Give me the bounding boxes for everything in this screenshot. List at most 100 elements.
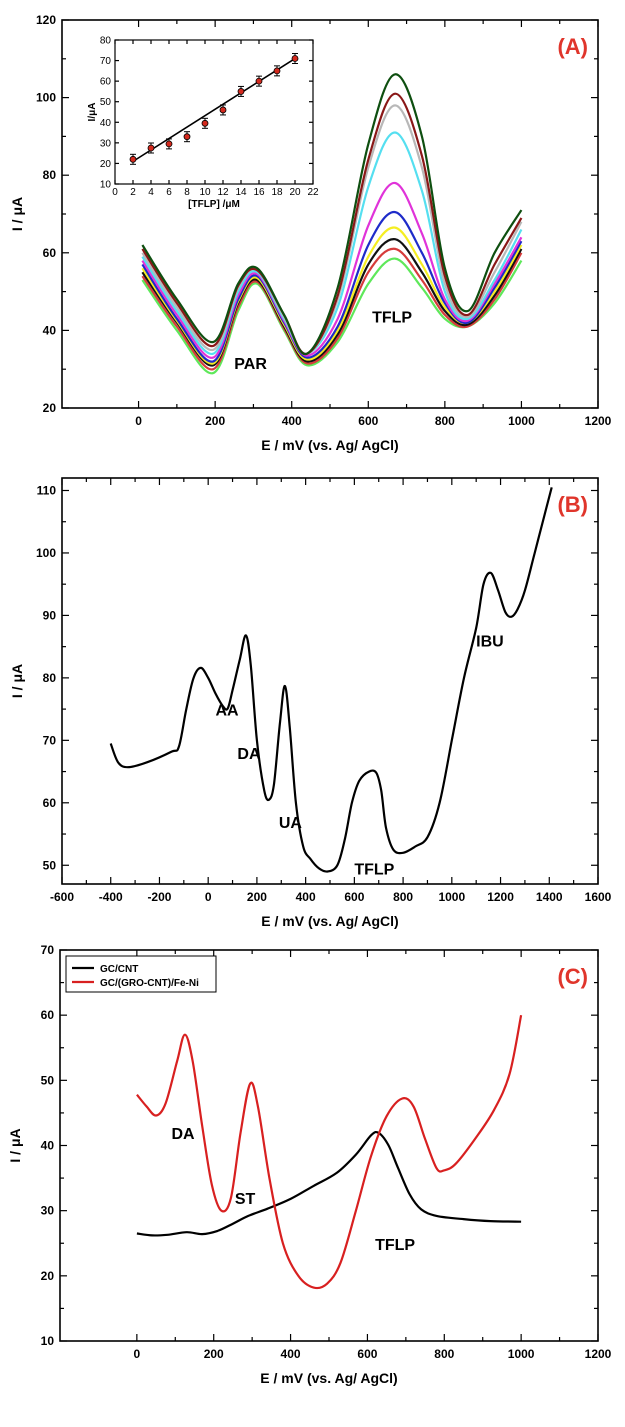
peak-annotation: PAR xyxy=(234,356,267,373)
chart-panel-c: 0 200 400 600 800 1000 1200 10 20 30 40 50 60 70 E / m… xyxy=(7,943,612,1386)
inset-y-tick-label: 70 xyxy=(100,56,112,67)
inset-y-tick-label: 10 xyxy=(100,180,112,191)
x-tick-label: -200 xyxy=(147,890,171,904)
inset-y-axis-label: I/μA xyxy=(87,103,98,122)
x-axis-label: E / mV (vs. Ag/ AgCl) xyxy=(260,1370,397,1386)
y-axis-label: I / μA xyxy=(9,197,25,231)
inset-y-tick-label: 20 xyxy=(100,159,112,170)
y-tick-label: 30 xyxy=(41,1204,55,1218)
inset-x-tick-label: 8 xyxy=(184,187,190,198)
inset-y-tick-label: 80 xyxy=(100,36,112,47)
y-tick-label: 50 xyxy=(43,858,57,872)
inset-x-tick-label: 14 xyxy=(235,187,247,198)
peak-annotation: TFLP xyxy=(354,862,394,879)
series-line xyxy=(109,487,553,873)
inset-x-tick-label: 10 xyxy=(199,187,211,198)
x-tick-label: 0 xyxy=(135,414,142,428)
x-tick-label: 200 xyxy=(204,1347,224,1361)
inset-x-tick-label: 20 xyxy=(289,187,301,198)
series-line xyxy=(141,181,523,359)
y-tick-label: 20 xyxy=(41,1269,55,1283)
peak-annotation: AA xyxy=(215,702,239,719)
series-line xyxy=(141,210,523,363)
x-tick-label: 0 xyxy=(134,1347,141,1361)
inset-y-tick-label: 60 xyxy=(100,77,112,88)
x-tick-label: 600 xyxy=(358,414,378,428)
series-line xyxy=(141,104,523,355)
inset-data-point xyxy=(147,144,155,152)
inset-x-tick-label: 2 xyxy=(130,187,136,198)
plot-frame xyxy=(61,477,599,885)
series-line xyxy=(136,1014,523,1290)
y-tick-label: 90 xyxy=(43,608,57,622)
panel-label: (A) xyxy=(557,34,588,59)
y-tick-label: 50 xyxy=(41,1073,55,1087)
y-tick-label: 10 xyxy=(41,1334,55,1348)
x-tick-label: 1600 xyxy=(585,890,612,904)
x-tick-label: 600 xyxy=(357,1347,377,1361)
y-tick-label: 100 xyxy=(36,91,56,105)
y-tick-label: 80 xyxy=(43,671,57,685)
inset-x-tick-label: 6 xyxy=(166,187,172,198)
inset-x-axis-label: [TFLP] /μM xyxy=(188,199,240,210)
peak-annotation: IBU xyxy=(476,634,504,651)
y-tick-label: 70 xyxy=(41,943,55,957)
y-tick-label: 120 xyxy=(36,13,56,27)
inset-data-point xyxy=(255,77,263,85)
inset-data-point xyxy=(273,67,281,75)
y-tick-label: 60 xyxy=(43,796,57,810)
inset-y-tick-label: 50 xyxy=(100,97,112,108)
y-tick-label: 40 xyxy=(43,323,57,337)
x-tick-label: 400 xyxy=(281,1347,301,1361)
legend-label: GC/(GRO-CNT)/Fe-Ni xyxy=(100,978,199,989)
inset-fit-line xyxy=(132,57,296,163)
y-axis-label: I / μA xyxy=(9,664,25,698)
y-axis-label: I / μA xyxy=(7,1128,23,1162)
series-line xyxy=(136,1130,522,1237)
inset-x-tick-label: 22 xyxy=(307,187,319,198)
inset-data-point xyxy=(219,106,227,114)
x-tick-label: 1200 xyxy=(487,890,514,904)
peak-annotation: UA xyxy=(279,815,303,832)
peak-annotation: ST xyxy=(235,1191,256,1208)
inset-y-tick-label: 40 xyxy=(100,118,112,129)
inset-x-tick-label: 4 xyxy=(148,187,154,198)
inset-frame xyxy=(114,39,314,185)
panel-label: (C) xyxy=(557,964,588,989)
x-tick-label: 200 xyxy=(247,890,267,904)
y-tick-label: 100 xyxy=(36,546,56,560)
inset-x-tick-label: 16 xyxy=(253,187,265,198)
x-axis-label: E / mV (vs. Ag/ AgCl) xyxy=(261,913,398,929)
chart-panel-b: -600 -400 -200 0 200 400 600 800 1000 1200 1400 160… xyxy=(9,477,612,929)
panel-label: (B) xyxy=(557,492,588,517)
inset-data-point xyxy=(291,55,299,62)
x-tick-label: 400 xyxy=(282,414,302,428)
x-tick-label: 1400 xyxy=(536,890,563,904)
x-tick-label: -600 xyxy=(50,890,74,904)
peak-annotation: DA xyxy=(237,746,261,763)
inset-data-point xyxy=(165,140,173,148)
peak-annotation: TFLP xyxy=(372,310,412,327)
series-line xyxy=(141,73,523,356)
series-line xyxy=(141,247,523,371)
y-tick-label: 110 xyxy=(37,483,57,497)
inset-y-tick-label: 30 xyxy=(100,138,112,149)
y-tick-label: 40 xyxy=(41,1139,55,1153)
x-tick-label: 0 xyxy=(205,890,212,904)
x-tick-label: 800 xyxy=(434,1347,454,1361)
y-tick-label: 80 xyxy=(43,168,57,182)
peak-annotation: TFLP xyxy=(375,1237,415,1254)
x-axis-label: E / mV (vs. Ag/ AgCl) xyxy=(261,437,398,453)
inset-data-point xyxy=(129,155,137,163)
inset-x-tick-label: 0 xyxy=(112,187,118,198)
legend-label: GC/CNT xyxy=(100,964,138,975)
x-tick-label: 800 xyxy=(393,890,413,904)
inset-x-tick-label: 12 xyxy=(217,187,229,198)
x-tick-label: 1000 xyxy=(438,890,465,904)
x-tick-label: -400 xyxy=(99,890,123,904)
x-tick-label: 600 xyxy=(344,890,364,904)
x-tick-label: 800 xyxy=(435,414,455,428)
